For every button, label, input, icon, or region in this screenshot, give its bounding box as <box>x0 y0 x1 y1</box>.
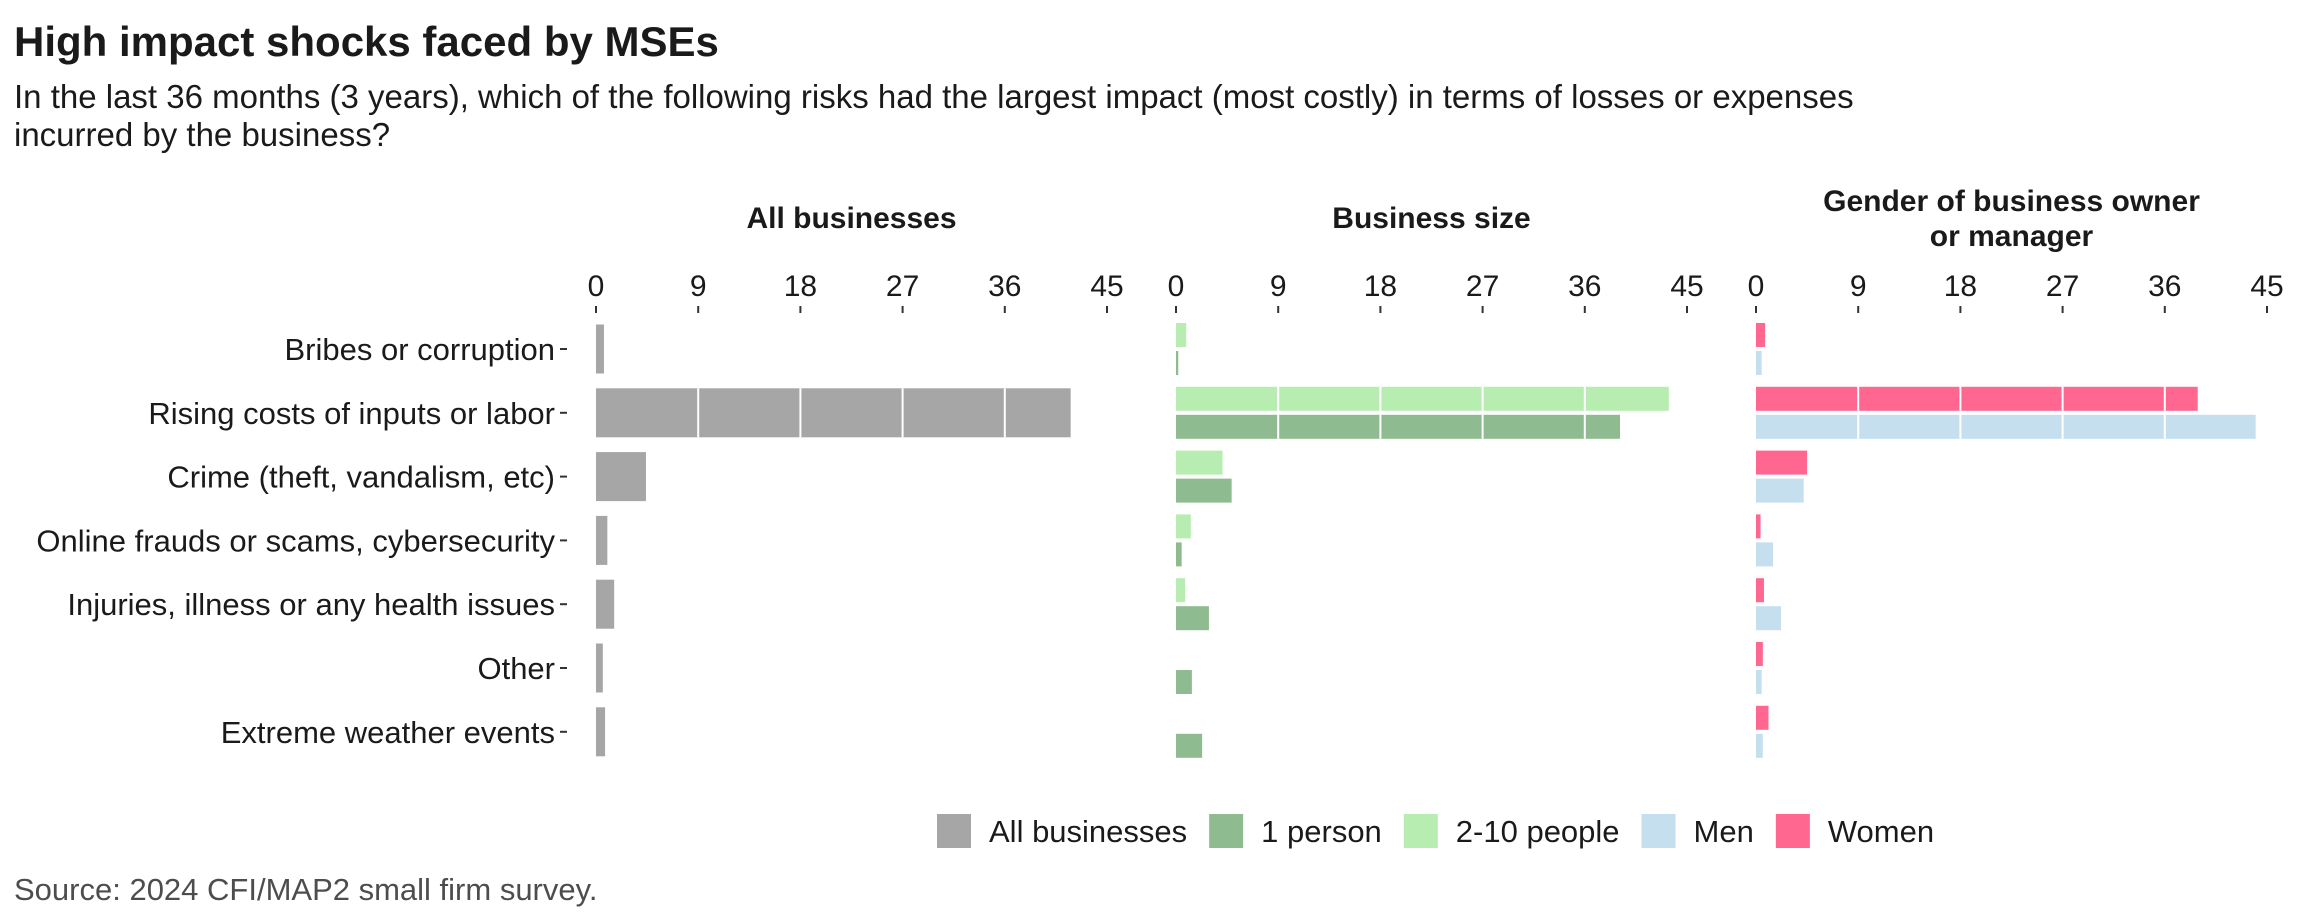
legend-label-1-person: 1 person <box>1261 814 1382 849</box>
x-tick-label-3-18: 18 <box>1944 270 1977 303</box>
chart-subtitle: In the last 36 months (3 years), which o… <box>14 78 1854 153</box>
bar-1-person-other <box>1176 670 1192 694</box>
legend-label-2-10-people: 2-10 people <box>1456 814 1620 849</box>
legend-label-women: Women <box>1828 814 1934 849</box>
bar-men-bribes-or-corruption <box>1756 351 1762 375</box>
x-tick-label-3-36: 36 <box>2148 270 2181 303</box>
bar-2-10-people-crime-theft-vandalism-etc <box>1176 450 1223 475</box>
x-tick-label-3-0: 0 <box>1748 270 1765 303</box>
bar-men-extreme-weather-events <box>1756 733 1763 758</box>
chart-title: High impact shocks faced by MSEs <box>14 18 719 65</box>
bar-all-businesses-rising-costs-of-inputs-or-labor <box>596 388 1071 438</box>
bar-men-crime-theft-vandalism-etc <box>1756 478 1804 503</box>
x-tick-label-2-0: 0 <box>1168 270 1185 303</box>
x-tick-label-2-27: 27 <box>1466 270 1499 303</box>
bar-2-10-people-rising-costs-of-inputs-or-labor <box>1176 386 1669 411</box>
bar-men-other <box>1756 670 1762 694</box>
x-tick-label-3-45: 45 <box>2250 270 2283 303</box>
legend-swatch-2-10-people <box>1403 814 1438 848</box>
bar-women-extreme-weather-events <box>1756 705 1769 730</box>
legend-swatch-all-businesses <box>937 814 971 848</box>
bar-1-person-extreme-weather-events <box>1176 733 1203 758</box>
x-tick-label-3-9: 9 <box>1850 270 1867 303</box>
bar-2-10-people-online-frauds-or-scams-cybersecurity <box>1176 514 1191 539</box>
bar-men-rising-costs-of-inputs-or-labor <box>1756 414 2256 439</box>
bar-men-injuries-illness-or-any-health-issues <box>1756 606 1781 631</box>
legend-label-men: Men <box>1694 814 1754 849</box>
x-tick-label-1-36: 36 <box>988 270 1021 303</box>
bar-women-crime-theft-vandalism-etc <box>1756 450 1808 475</box>
category-label-online-frauds-or-scams-cybersecurity: Online frauds or scams, cybersecurity <box>36 523 555 558</box>
bar-women-bribes-or-corruption <box>1756 323 1766 347</box>
bar-all-businesses-online-frauds-or-scams-cybersecurity <box>596 515 608 565</box>
bar-all-businesses-crime-theft-vandalism-etc <box>596 452 646 502</box>
legend-swatch-men <box>1641 814 1676 848</box>
legend-swatch-women <box>1775 814 1810 848</box>
bar-all-businesses-bribes-or-corruption <box>596 324 604 374</box>
legend-label-all-businesses: All businesses <box>989 814 1187 849</box>
bar-women-injuries-illness-or-any-health-issues <box>1756 578 1764 603</box>
panel-title-business-size: Business size <box>1332 202 1530 235</box>
x-tick-label-2-9: 9 <box>1270 270 1287 303</box>
category-label-injuries-illness-or-any-health-issues: Injuries, illness or any health issues <box>67 587 555 622</box>
legend-swatch-1-person <box>1209 814 1244 848</box>
bar-women-other <box>1756 642 1763 666</box>
category-label-rising-costs-of-inputs-or-labor: Rising costs of inputs or labor <box>148 396 555 431</box>
bar-2-10-people-bribes-or-corruption <box>1176 323 1187 347</box>
bar-1-person-crime-theft-vandalism-etc <box>1176 478 1232 503</box>
x-tick-label-3-27: 27 <box>2046 270 2079 303</box>
bar-women-rising-costs-of-inputs-or-labor <box>1756 386 2198 411</box>
x-tick-label-1-27: 27 <box>886 270 919 303</box>
bar-all-businesses-extreme-weather-events <box>596 707 606 757</box>
x-tick-label-1-45: 45 <box>1090 270 1123 303</box>
bar-1-person-rising-costs-of-inputs-or-labor <box>1176 414 1621 439</box>
source-note: Source: 2024 CFI/MAP2 small firm survey. <box>14 872 598 907</box>
bar-women-online-frauds-or-scams-cybersecurity <box>1756 514 1761 539</box>
bar-2-10-people-injuries-illness-or-any-health-issues <box>1176 578 1186 603</box>
bar-all-businesses-other <box>596 643 603 693</box>
x-tick-label-2-45: 45 <box>1670 270 1703 303</box>
x-tick-label-1-18: 18 <box>784 270 817 303</box>
bar-men-online-frauds-or-scams-cybersecurity <box>1756 542 1774 567</box>
x-tick-label-2-18: 18 <box>1364 270 1397 303</box>
x-tick-label-1-9: 9 <box>690 270 707 303</box>
category-label-other: Other <box>477 651 555 686</box>
bar-1-person-injuries-illness-or-any-health-issues <box>1176 606 1209 631</box>
bar-1-person-online-frauds-or-scams-cybersecurity <box>1176 542 1182 567</box>
x-tick-label-2-36: 36 <box>1568 270 1601 303</box>
category-label-bribes-or-corruption: Bribes or corruption <box>284 332 555 367</box>
panel-title-all-businesses: All businesses <box>746 202 956 235</box>
bar-all-businesses-injuries-illness-or-any-health-issues <box>596 579 615 629</box>
bar-1-person-bribes-or-corruption <box>1176 351 1179 375</box>
category-label-crime-theft-vandalism-etc: Crime (theft, vandalism, etc) <box>167 460 555 495</box>
panel-title-gender-of-business-owner-or-manager: Gender of business owner or manager <box>1823 185 2200 253</box>
x-tick-label-1-0: 0 <box>588 270 605 303</box>
category-label-extreme-weather-events: Extreme weather events <box>221 715 555 750</box>
